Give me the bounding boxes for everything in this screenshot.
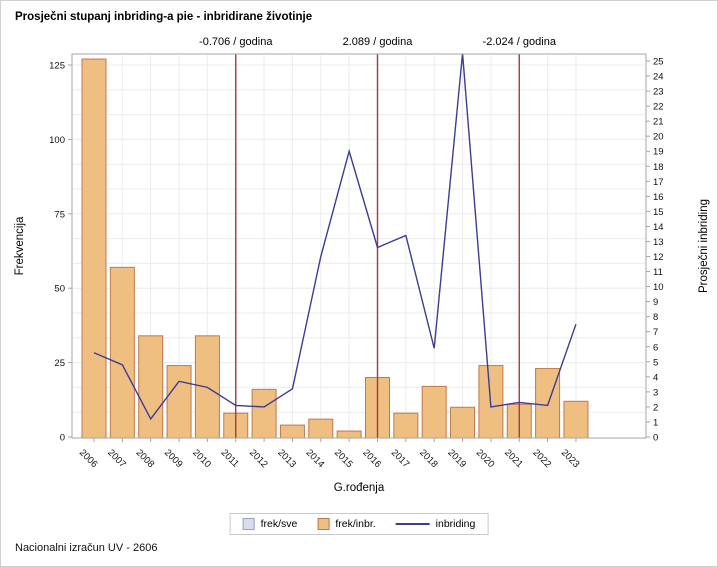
left-axis-label: Frekvencija	[14, 216, 26, 275]
bar-2014	[308, 418, 334, 439]
right-tick-label: 9	[653, 297, 658, 308]
legend-label-inbriding: inbriding	[435, 518, 476, 530]
right-tick-label: 3	[653, 387, 658, 398]
right-tick-label: 21	[653, 117, 664, 128]
bar-2013	[279, 424, 305, 439]
x-tick-label: 2013	[275, 447, 298, 470]
x-tick-label: 2009	[162, 447, 185, 470]
right-tick-label: 15	[653, 207, 664, 218]
x-tick-label: 2007	[105, 447, 128, 470]
x-tick-label: 2010	[190, 447, 213, 470]
legend-label-frek-sve: frek/sve	[260, 518, 298, 530]
left-tick-label: 0	[60, 433, 65, 444]
chart-title: Prosječni stupanj inbriding-a pie - inbr…	[15, 11, 313, 23]
right-tick-label: 23	[653, 87, 664, 98]
bar-2015	[336, 430, 362, 439]
left-tick-label: 50	[54, 284, 65, 295]
x-tick-label: 2011	[219, 447, 241, 469]
bar-2012	[251, 388, 277, 439]
right-tick-label: 8	[653, 312, 658, 323]
left-tick-label: 100	[49, 135, 65, 146]
x-tick-label: 2023	[559, 447, 582, 470]
frek-sve-swatch-icon	[242, 518, 255, 530]
right-tick-label: 7	[653, 327, 658, 338]
legend-item-frek-sve: frek/sve	[242, 518, 298, 530]
chart-plot: -0.706 / godina 2.089 / godina -2.024 / go…	[14, 36, 710, 494]
inbriding-line-swatch-icon	[395, 523, 430, 525]
right-axis-label: Prosječni inbriding	[698, 199, 710, 293]
bar-2023	[563, 400, 589, 439]
x-tick-label: 2019	[445, 447, 468, 470]
right-tick-label: 0	[653, 433, 658, 444]
frek-inbr-swatch-icon	[317, 518, 330, 530]
x-tick-label: 2022	[530, 447, 553, 470]
annotation-2021: -2.024 / godina	[483, 36, 557, 48]
right-tick-label: 16	[653, 192, 664, 203]
left-tick-label: 125	[49, 61, 65, 72]
x-tick-label: 2015	[332, 447, 355, 470]
right-tick-label: 14	[653, 222, 664, 233]
bar-2008	[138, 335, 164, 439]
inbriding-line	[93, 53, 577, 421]
right-tick-label: 17	[653, 177, 664, 188]
annotation-2011: -0.706 / godina	[199, 36, 273, 48]
right-tick-label: 5	[653, 357, 658, 368]
right-tick-label: 2	[653, 402, 658, 413]
bar-2018	[421, 385, 447, 439]
legend-item-inbriding: inbriding	[395, 518, 476, 530]
right-tick-label: 22	[653, 102, 664, 113]
right-tick-label: 24	[653, 72, 664, 83]
right-tick-label: 11	[653, 267, 663, 278]
x-tick-label: 2008	[134, 447, 157, 470]
x-tick-label: 2012	[247, 447, 270, 470]
footnote: Nacionalni izračun UV - 2606	[15, 542, 158, 554]
right-tick-label: 18	[653, 162, 664, 173]
bar-2019	[450, 406, 476, 439]
right-tick-label: 6	[653, 342, 658, 353]
x-tick-label: 2021	[502, 447, 525, 470]
right-tick-label: 4	[653, 372, 658, 383]
legend: frek/sve frek/inbr. inbriding	[229, 513, 489, 535]
right-tick-label: 25	[653, 57, 664, 68]
annotation-2016: 2.089 / godina	[343, 36, 414, 48]
left-tick-label: 75	[54, 209, 65, 220]
bar-2022	[535, 368, 561, 439]
x-tick-label: 2016	[360, 447, 383, 470]
left-tick-label: 25	[54, 358, 65, 369]
legend-item-frek-inbr: frek/inbr.	[317, 518, 376, 530]
right-tick-label: 13	[653, 237, 664, 248]
right-tick-label: 1	[653, 417, 658, 428]
right-tick-label: 19	[653, 147, 664, 158]
x-axis-label: G.rođenja	[334, 482, 385, 494]
x-tick-label: 2020	[474, 447, 497, 470]
right-tick-label: 10	[653, 282, 664, 293]
bar-2017	[393, 412, 419, 439]
x-tick-label: 2014	[304, 447, 327, 470]
plot-frame	[71, 53, 647, 439]
legend-label-frek-inbr: frek/inbr.	[335, 518, 376, 530]
x-tick-label: 2006	[77, 447, 100, 470]
right-tick-label: 20	[653, 132, 664, 143]
bar-2006	[81, 58, 107, 439]
bar-2007	[109, 266, 135, 439]
right-tick-label: 12	[653, 252, 664, 263]
x-tick-label: 2018	[417, 447, 440, 470]
bar-2009	[166, 365, 192, 439]
x-tick-label: 2017	[389, 447, 412, 470]
